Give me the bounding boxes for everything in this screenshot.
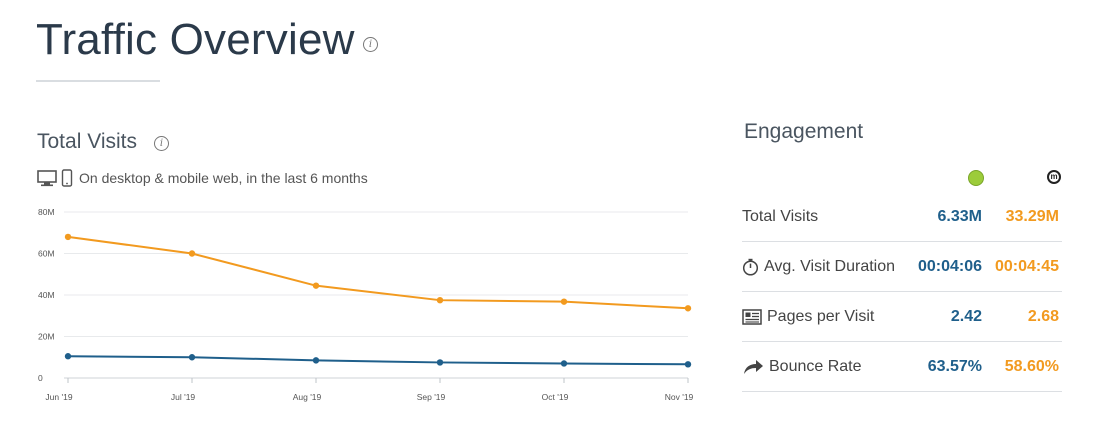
data-point[interactable] — [312, 282, 320, 289]
data-point[interactable] — [684, 305, 692, 312]
x-tick-label: Nov '19 — [665, 392, 694, 402]
x-tick-label: Sep '19 — [417, 392, 446, 402]
site-b-value: 58.60% — [1004, 357, 1059, 375]
total-visits-title: Total Visits — [37, 130, 137, 153]
y-tick-label: 80M — [38, 207, 55, 217]
total-visits-subtitle-row: On desktop & mobile web, in the last 6 m… — [37, 168, 368, 188]
bounce-arrow-icon — [742, 359, 764, 375]
x-tick-label: Jun '19 — [45, 392, 72, 402]
engagement-label: Pages per Visit — [742, 308, 874, 326]
x-tick-label: Jul '19 — [171, 392, 196, 402]
total-visits-info-icon[interactable]: i — [154, 136, 169, 151]
total-visits-subtitle: On desktop & mobile web, in the last 6 m… — [79, 170, 368, 186]
engagement-row-pages-per-visit: Pages per Visit 2.42 2.68 — [742, 292, 1062, 342]
data-point[interactable] — [312, 357, 320, 364]
site-b-favicon-icon: m — [1047, 170, 1061, 184]
total-visits-chart: 80M 60M 40M 20M 0 Jun '19 Jul '19 Aug '19 Sep '1… — [20, 200, 700, 420]
series-line-1 — [67, 355, 689, 366]
row-label-text: Bounce Rate — [769, 357, 862, 375]
data-point[interactable] — [188, 354, 196, 361]
engagement-table: m Total Visits 6.33M 33.29M Avg. Visit D… — [742, 168, 1062, 392]
y-tick-label: 60M — [38, 249, 55, 259]
data-point[interactable] — [436, 359, 444, 366]
data-point[interactable] — [188, 250, 196, 257]
data-point[interactable] — [64, 353, 72, 360]
row-label-text: Avg. Visit Duration — [764, 257, 896, 275]
page-title: Traffic Overview — [36, 15, 355, 64]
engagement-header: m — [742, 168, 1062, 192]
row-label-text: Total Visits — [742, 207, 819, 225]
engagement-row-bounce-rate: Bounce Rate 63.57% 58.60% — [742, 342, 1062, 392]
row-label-text: Pages per Visit — [767, 307, 875, 325]
site-b-value: 2.68 — [1027, 307, 1059, 325]
engagement-label: Bounce Rate — [742, 358, 862, 376]
site-a-favicon-icon — [968, 170, 984, 186]
site-b-value: 33.29M — [1005, 207, 1059, 225]
site-a-value: 00:04:06 — [917, 257, 982, 275]
mobile-icon — [61, 169, 73, 187]
data-point[interactable] — [684, 361, 692, 368]
info-icon[interactable]: i — [363, 37, 378, 52]
y-tick-label: 40M — [38, 290, 55, 300]
engagement-row-total-visits: Total Visits 6.33M 33.29M — [742, 192, 1062, 242]
data-point[interactable] — [560, 298, 568, 305]
title-underline — [36, 80, 160, 82]
engagement-label: Avg. Visit Duration — [742, 258, 895, 276]
x-tick-label: Aug '19 — [293, 392, 322, 402]
site-a-value: 6.33M — [937, 207, 982, 225]
data-point[interactable] — [560, 360, 568, 367]
y-tick-label: 0 — [38, 373, 43, 383]
engagement-title: Engagement — [744, 120, 864, 143]
data-point[interactable] — [64, 233, 72, 241]
engagement-label: Total Visits — [742, 208, 818, 226]
pages-icon — [742, 308, 762, 325]
data-point[interactable] — [436, 296, 444, 304]
site-b-value: 00:04:45 — [994, 257, 1059, 275]
x-tick-label: Oct '19 — [542, 392, 569, 402]
site-a-value: 63.57% — [927, 357, 982, 375]
y-tick-label: 20M — [38, 332, 55, 342]
site-a-value: 2.42 — [950, 307, 982, 325]
series-line-0 — [67, 235, 689, 310]
desktop-icon — [37, 169, 57, 186]
stopwatch-icon — [742, 258, 759, 276]
engagement-row-avg-visit-duration: Avg. Visit Duration 00:04:06 00:04:45 — [742, 242, 1062, 292]
device-icons — [37, 169, 73, 187]
